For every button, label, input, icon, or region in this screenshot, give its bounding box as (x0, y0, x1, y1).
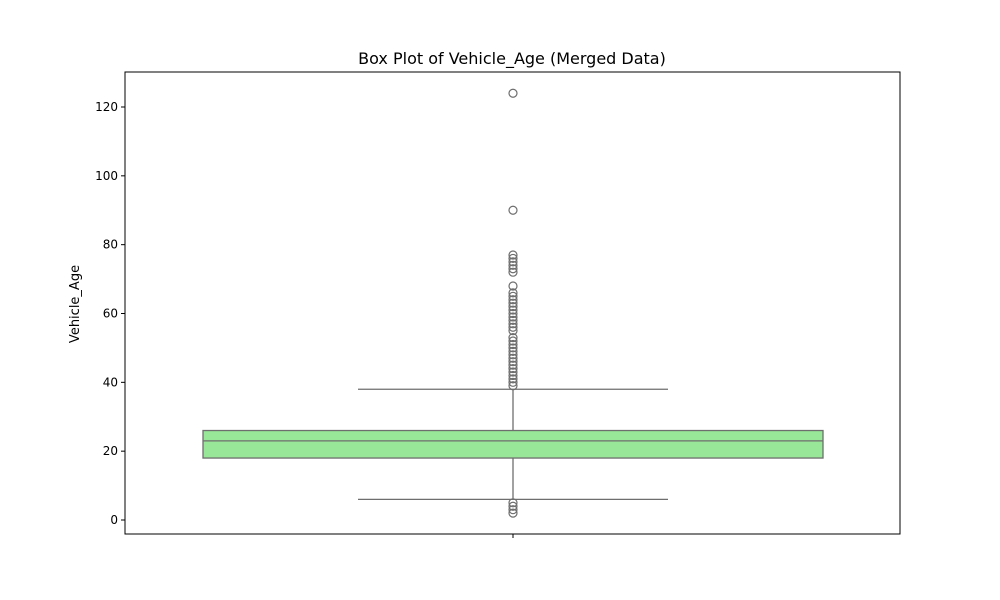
outlier-point (508, 308, 518, 319)
y-tick-label: 0 (110, 513, 118, 527)
outlier-point (508, 291, 518, 301)
outlier-point (508, 498, 518, 508)
outlier-point (508, 353, 518, 363)
outlier-point (508, 257, 518, 267)
outlier-point (508, 88, 518, 98)
outlier-point (508, 264, 518, 274)
outlier-point (508, 367, 518, 377)
outlier-point (508, 370, 518, 381)
outlier-point (508, 298, 518, 308)
box-iqr (202, 429, 824, 459)
outlier-point (508, 253, 518, 264)
outlier-point (508, 312, 518, 322)
outlier-point (508, 302, 518, 312)
outlier-point (508, 339, 518, 350)
outlier-point (508, 346, 518, 356)
y-tick-label: 120 (95, 100, 118, 114)
outlier-point (508, 281, 518, 291)
outlier-point (508, 508, 518, 518)
outlier-point (508, 332, 518, 343)
outlier-point (508, 305, 518, 315)
outlier-point (508, 205, 518, 215)
outlier-point (508, 343, 518, 353)
outlier-point (508, 357, 518, 367)
outlier-point (508, 250, 518, 260)
outlier-point (508, 326, 518, 336)
outlier-point (508, 374, 518, 384)
outlier-point (508, 505, 518, 515)
outlier-point (508, 315, 518, 325)
outlier-point (508, 350, 518, 360)
outlier-point (508, 319, 518, 329)
outlier-point (508, 260, 518, 270)
y-tick-label: 40 (103, 375, 118, 389)
outlier-point (508, 501, 518, 511)
outlier-point (508, 267, 518, 277)
chart-title: Box Plot of Vehicle_Age (Merged Data) (358, 49, 666, 69)
y-tick-label: 100 (95, 169, 118, 183)
y-tick-label: 80 (103, 238, 118, 252)
outlier-point (508, 377, 518, 387)
y-tick-label: 60 (103, 307, 118, 321)
outlier-point (508, 288, 518, 298)
plot-area (202, 88, 824, 518)
outlier-point (508, 381, 518, 391)
outlier-point (508, 295, 518, 305)
y-tick-label: 20 (103, 444, 118, 458)
y-axis: 0 20 40 60 80 100 120 (95, 100, 514, 538)
outlier-point (508, 322, 518, 332)
outlier-point (508, 360, 518, 370)
outlier-point (508, 363, 518, 374)
outlier-point (508, 336, 518, 346)
y-axis-label: Vehicle_Age (68, 265, 83, 343)
